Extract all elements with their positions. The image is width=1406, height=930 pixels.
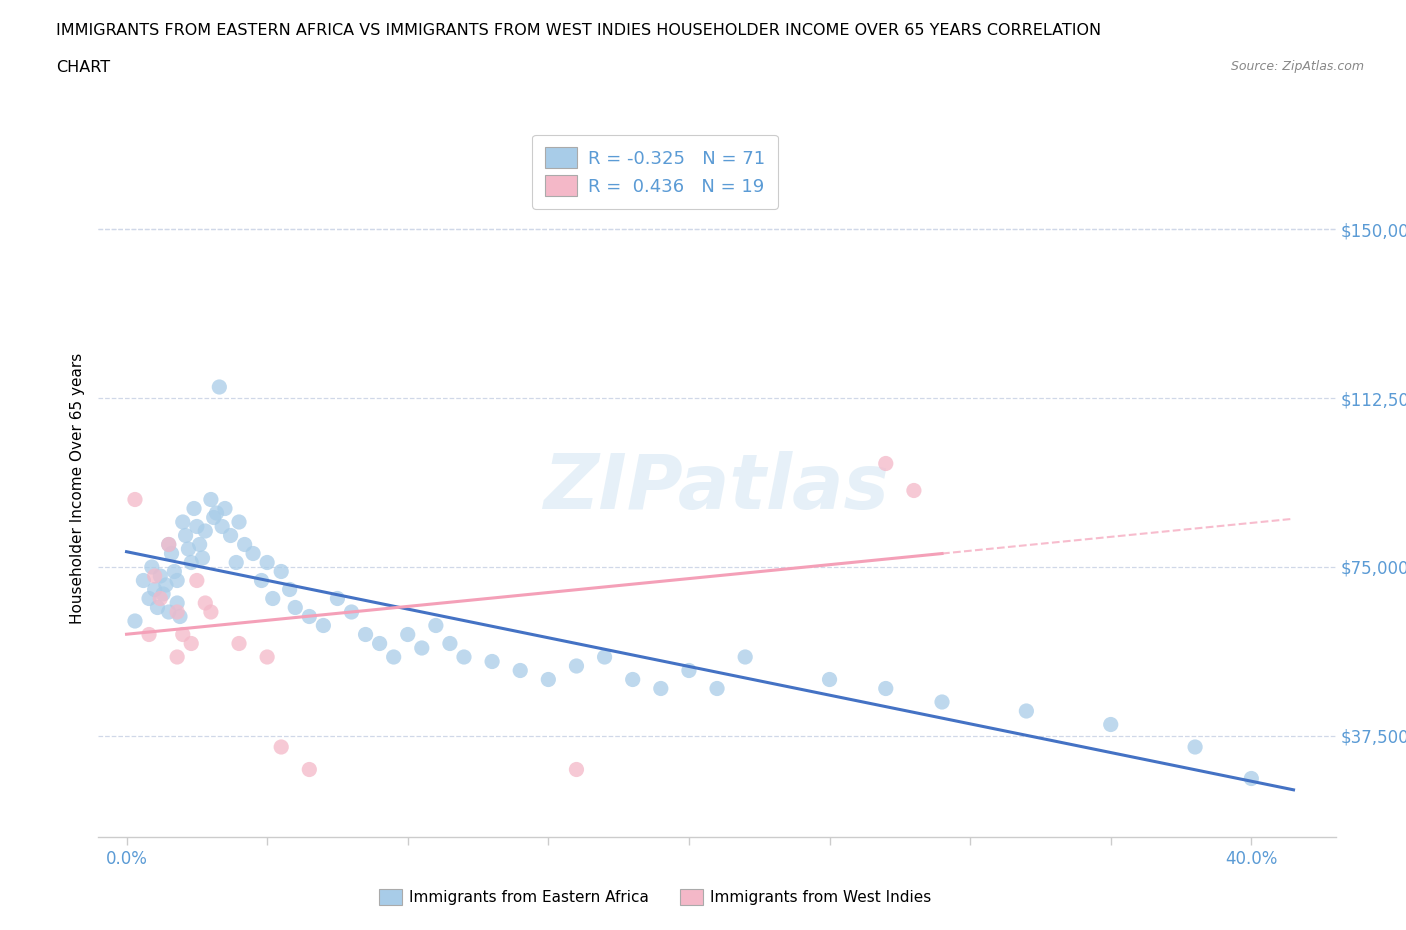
Point [368,636,391,651]
Point [186,573,208,588]
Text: Source: ZipAtlas.com: Source: ZipAtlas.com [1230,60,1364,73]
Point [250,573,273,588]
Point [903,483,925,498]
Point [157,537,180,551]
Y-axis label: Householder Income Over 65 years: Householder Income Over 65 years [69,352,84,624]
Point [678,663,700,678]
Point [1015,704,1038,719]
Point [734,649,756,664]
Point [621,672,644,687]
Point [183,501,205,516]
Point [186,519,208,534]
Point [256,649,278,664]
Point [143,568,166,583]
Point [146,600,169,615]
Point [166,649,188,664]
Point [284,600,307,615]
Point [481,654,503,669]
Point [411,641,433,656]
Point [425,618,447,633]
Point [152,587,174,602]
Point [166,604,188,619]
Point [174,528,197,543]
Point [593,649,616,664]
Point [214,501,236,516]
Point [1240,771,1263,786]
Point [931,695,953,710]
Text: ZIPatlas: ZIPatlas [544,451,890,525]
Point [382,649,405,664]
Point [149,591,172,606]
Point [439,636,461,651]
Point [194,524,217,538]
Point [188,537,211,551]
Point [172,514,194,529]
Point [242,546,264,561]
Point [155,578,177,592]
Point [211,519,233,534]
Point [157,604,180,619]
Point [1184,739,1206,754]
Point [262,591,284,606]
Point [202,510,225,525]
Point [326,591,349,606]
Point [160,546,183,561]
Point [208,379,231,394]
Point [180,555,202,570]
Point [706,681,728,696]
Point [177,541,200,556]
Point [537,672,560,687]
Point [141,560,163,575]
Point [149,568,172,583]
Point [138,591,160,606]
Point [124,492,146,507]
Point [396,627,419,642]
Point [180,636,202,651]
Point [565,658,588,673]
Point [138,627,160,642]
Point [124,614,146,629]
Point [256,555,278,570]
Point [166,595,188,610]
Point [818,672,841,687]
Point [875,681,897,696]
Point [143,582,166,597]
Legend: Immigrants from Eastern Africa, Immigrants from West Indies: Immigrants from Eastern Africa, Immigran… [371,882,939,913]
Point [875,456,897,471]
Point [200,492,222,507]
Point [191,551,214,565]
Text: CHART: CHART [56,60,110,75]
Point [340,604,363,619]
Point [298,762,321,777]
Point [194,595,217,610]
Point [565,762,588,777]
Point [650,681,672,696]
Point [163,565,186,579]
Point [172,627,194,642]
Point [270,739,292,754]
Point [228,514,250,529]
Point [1099,717,1122,732]
Point [453,649,475,664]
Point [157,537,180,551]
Point [312,618,335,633]
Text: IMMIGRANTS FROM EASTERN AFRICA VS IMMIGRANTS FROM WEST INDIES HOUSEHOLDER INCOME: IMMIGRANTS FROM EASTERN AFRICA VS IMMIGR… [56,23,1101,38]
Point [132,573,155,588]
Point [270,565,292,579]
Point [219,528,242,543]
Point [225,555,247,570]
Point [509,663,531,678]
Point [354,627,377,642]
Point [278,582,301,597]
Point [233,537,256,551]
Point [166,573,188,588]
Point [205,506,228,521]
Point [298,609,321,624]
Point [169,609,191,624]
Point [200,604,222,619]
Point [228,636,250,651]
